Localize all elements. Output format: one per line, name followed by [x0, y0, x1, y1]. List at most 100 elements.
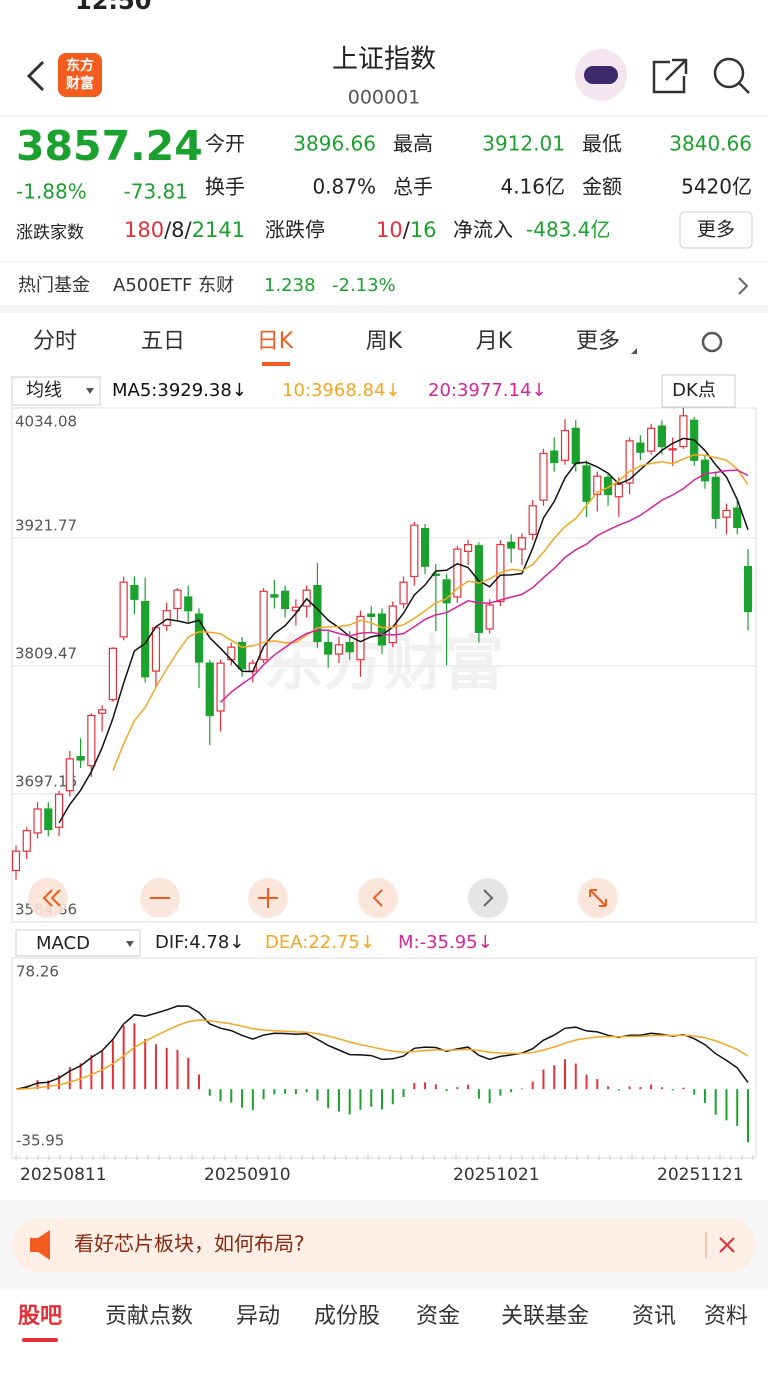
- field-value: 3912.01: [482, 132, 565, 156]
- limit-label: 涨跌停: [265, 218, 325, 242]
- candle-body: [722, 509, 731, 518]
- candle-body: [76, 755, 85, 761]
- banner-close[interactable]: [719, 1237, 735, 1253]
- candle-body: [647, 427, 656, 452]
- field-label: 最低: [582, 132, 622, 156]
- control-icon: [42, 889, 61, 907]
- search[interactable]: [713, 57, 745, 89]
- dk-button[interactable]: [661, 374, 736, 408]
- logo-text: 东方: [66, 57, 94, 74]
- ma-labels: MA5:3929.38↓ 10:3968.84↓ 20:3977.14↓: [112, 380, 547, 401]
- candle-body: [11, 850, 21, 872]
- candle-body: [98, 709, 107, 714]
- field-value: 0.87%: [312, 175, 376, 199]
- field-value: 3896.66: [293, 132, 376, 156]
- candle-body: [367, 613, 376, 617]
- candle-body: [388, 605, 397, 644]
- limit: 10/16: [376, 218, 437, 242]
- tab[interactable]: 更多: [576, 329, 620, 354]
- bottom-tab[interactable]: 关联基金: [501, 1304, 589, 1329]
- candle-body: [334, 644, 344, 655]
- candle-body: [205, 662, 214, 717]
- up: 180: [124, 218, 164, 242]
- tab-underline: [262, 362, 290, 366]
- ma-select[interactable]: [11, 376, 101, 406]
- flow-label: 净流入: [453, 218, 513, 242]
- candle-body: [442, 579, 451, 604]
- control-icon: [589, 889, 607, 907]
- more-text: 更多: [697, 219, 735, 241]
- candle-body: [22, 830, 31, 852]
- candle-body: [345, 642, 354, 653]
- bottom-tab[interactable]: 资料: [704, 1304, 748, 1329]
- more-triangle: [631, 348, 637, 354]
- m-label: M:-35.95↓: [398, 932, 493, 953]
- chart-control[interactable]: [28, 878, 68, 918]
- candle-body: [151, 627, 161, 672]
- macd-tick-label: -35.95: [16, 1132, 64, 1150]
- y-tick-label: 3697.16: [15, 773, 77, 791]
- candle-body: [259, 590, 268, 661]
- y-tick-label: 3809.47: [15, 645, 77, 663]
- candle-body: [377, 613, 387, 646]
- candle-body: [733, 507, 742, 529]
- macd: 78.26 -35.95: [15, 963, 749, 1150]
- macd-frame: [11, 957, 757, 1159]
- candle-body: [44, 808, 53, 831]
- candle-body: [216, 662, 225, 712]
- dk-text: DK点: [672, 380, 716, 401]
- ma-label: 10:3968.84↓: [282, 380, 401, 401]
- fund-label: 热门基金: [18, 275, 90, 296]
- share[interactable]: [652, 58, 688, 94]
- settings[interactable]: [701, 331, 723, 353]
- limit-down: 16: [410, 218, 437, 242]
- candle-body: [108, 647, 117, 701]
- bottom-tab[interactable]: 股吧: [18, 1304, 62, 1329]
- candle-body: [130, 585, 139, 600]
- sep: /: [403, 218, 411, 242]
- field-label: 总手: [393, 175, 433, 199]
- control-icon: [483, 889, 494, 907]
- candle-body: [571, 427, 580, 465]
- macd-select[interactable]: [15, 929, 141, 957]
- chart-control[interactable]: [358, 878, 398, 918]
- dropdown: [86, 388, 94, 394]
- candle-body: [410, 524, 419, 578]
- change-pct: -1.88%: [16, 180, 87, 204]
- bottom-tab[interactable]: 成份股: [314, 1304, 380, 1329]
- fund-price: 1.238: [264, 275, 316, 296]
- candle-body: [560, 430, 570, 461]
- chart-control[interactable]: [468, 878, 508, 918]
- bottom-tab[interactable]: 贡献点数: [105, 1304, 193, 1329]
- fund-arrow[interactable]: [738, 277, 749, 295]
- bottom-tab[interactable]: 资金: [416, 1304, 460, 1329]
- banner[interactable]: [12, 1218, 756, 1272]
- bottom-tab[interactable]: 资讯: [632, 1304, 676, 1329]
- logo: [58, 53, 102, 97]
- field-label: 今开: [205, 132, 245, 156]
- candle-body: [625, 440, 634, 484]
- field-value: 5420亿: [681, 175, 752, 199]
- bottom-tab[interactable]: 异动: [236, 1304, 280, 1329]
- back[interactable]: [26, 60, 45, 92]
- ma-line: [219, 469, 749, 703]
- candle-body: [528, 505, 537, 535]
- candle-body: [679, 415, 688, 448]
- candle-body: [87, 714, 96, 767]
- control-icon: [372, 889, 383, 907]
- ma-select-text: 均线: [26, 380, 62, 401]
- tab[interactable]: 五日: [141, 329, 185, 354]
- tab[interactable]: 周K: [366, 329, 403, 354]
- more-button[interactable]: [679, 211, 753, 249]
- flow: -483.4亿: [526, 218, 610, 242]
- tab[interactable]: 日K: [257, 329, 294, 354]
- candle-body: [356, 615, 365, 661]
- ma-label: MA5:3929.38↓: [112, 380, 247, 401]
- candle-body: [173, 589, 182, 610]
- logo-text: 财富: [65, 75, 94, 92]
- dif-label: DIF:4.78↓: [155, 932, 244, 953]
- tab[interactable]: 分时: [33, 329, 77, 354]
- tab[interactable]: 月K: [476, 329, 513, 354]
